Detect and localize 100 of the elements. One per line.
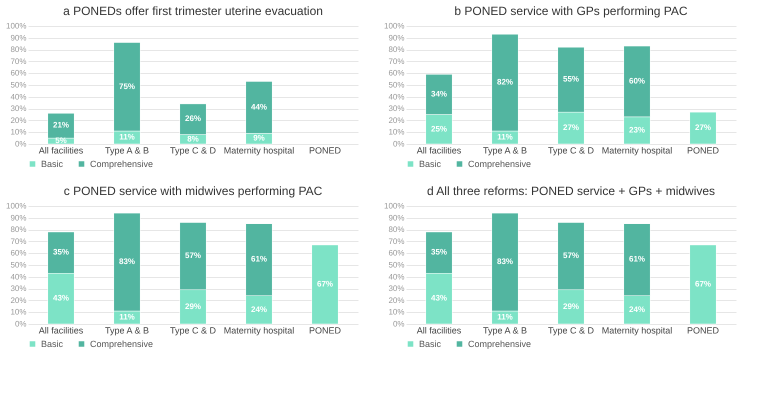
x-tick-label: Type A & B — [104, 146, 150, 156]
x-tick-label: Maternity hospital — [224, 326, 294, 336]
data-label: 43% — [430, 294, 448, 303]
data-label: 43% — [52, 294, 70, 303]
y-tick-label: 20% — [10, 116, 26, 125]
data-label: 35% — [430, 248, 448, 257]
chart-title: a PONEDs offer first trimester uterine evacuation — [63, 4, 323, 18]
y-tick-label: 60% — [388, 248, 404, 258]
y-tick-label: 100% — [6, 22, 26, 30]
legend-label: Comprehensive — [90, 338, 154, 349]
y-tick-label: 0% — [14, 140, 26, 148]
data-label: 27% — [694, 123, 712, 132]
x-tick-label: Type A & B — [482, 146, 528, 156]
x-tick-label: Type C & D — [170, 326, 217, 336]
x-tick-label: Maternity hospital — [224, 146, 294, 156]
data-label: 34% — [430, 89, 448, 98]
data-label: 11% — [497, 132, 513, 142]
y-tick-label: 50% — [388, 260, 404, 270]
y-tick-label: 20% — [10, 296, 26, 305]
data-label: 57% — [184, 251, 202, 260]
x-tick-label: All facilities — [38, 326, 84, 336]
x-tick-label: PONED — [686, 146, 720, 156]
data-label: 11% — [119, 312, 135, 322]
y-tick-label: 90% — [388, 213, 404, 222]
data-label: 29% — [562, 302, 580, 311]
data-label: 5% — [55, 136, 67, 146]
y-tick-label: 30% — [388, 284, 404, 294]
legend-label: Basic — [41, 158, 64, 169]
y-tick-label: 30% — [388, 104, 404, 114]
chart-title: d All three reforms: PONED service + GPs + midwives — [426, 184, 716, 198]
x-tick-label: All facilities — [416, 326, 462, 336]
y-tick-label: 50% — [10, 260, 26, 270]
y-tick-label: 70% — [10, 236, 26, 246]
y-tick-label: 10% — [388, 128, 404, 137]
y-tick-label: 40% — [388, 92, 404, 102]
legend-label: Basic — [419, 158, 442, 169]
y-tick-label: 60% — [10, 68, 26, 78]
data-label: 25% — [430, 124, 448, 134]
y-tick-label: 50% — [388, 80, 404, 90]
y-tick-label: 100% — [384, 22, 404, 30]
y-tick-label: 50% — [10, 80, 26, 90]
chart-title: c PONED service with midwives performing PAC — [64, 184, 323, 198]
y-tick-label: 40% — [10, 92, 26, 102]
data-label: 35% — [52, 248, 70, 257]
legend-label: Comprehensive — [90, 158, 154, 169]
data-label: 67% — [316, 279, 334, 288]
data-label: 60% — [628, 76, 646, 86]
data-label: 61% — [628, 254, 646, 264]
y-tick-label: 10% — [10, 308, 26, 317]
y-tick-label: 70% — [388, 236, 404, 246]
data-label: 24% — [250, 304, 268, 314]
data-label: 27% — [562, 123, 580, 132]
y-tick-label: 80% — [388, 45, 404, 54]
y-tick-label: 20% — [388, 116, 404, 125]
y-tick-label: 60% — [10, 248, 26, 258]
y-tick-label: 30% — [10, 284, 26, 294]
data-label: 44% — [250, 102, 268, 112]
x-tick-label: PONED — [308, 146, 342, 156]
data-label: 23% — [628, 125, 646, 134]
x-tick-label: Type C & D — [548, 326, 595, 336]
x-tick-label: Maternity hospital — [602, 326, 672, 336]
y-tick-label: 100% — [6, 202, 26, 210]
legend-label: Basic — [419, 338, 442, 349]
y-tick-label: 0% — [392, 140, 404, 148]
y-tick-label: 90% — [10, 213, 26, 222]
legend-label: Comprehensive — [468, 158, 532, 169]
data-label: 83% — [496, 257, 514, 266]
data-label: 67% — [694, 279, 712, 288]
x-tick-label: All facilities — [38, 146, 84, 156]
y-tick-label: 90% — [10, 33, 26, 42]
y-tick-label: 0% — [392, 320, 404, 328]
y-tick-label: 80% — [388, 225, 404, 234]
chart-title: b PONED service with GPs performing PAC — [454, 4, 688, 18]
legend-label: Basic — [41, 338, 64, 349]
data-label: 83% — [118, 257, 136, 266]
data-label: 24% — [628, 304, 646, 314]
data-label: 21% — [52, 120, 70, 130]
data-label: 82% — [496, 78, 514, 87]
data-label: 57% — [562, 251, 580, 260]
bar — [312, 244, 338, 324]
x-tick-label: Type C & D — [548, 146, 595, 156]
y-tick-label: 20% — [388, 296, 404, 305]
y-tick-label: 80% — [10, 45, 26, 54]
x-tick-label: Type C & D — [170, 146, 217, 156]
data-label: 75% — [118, 82, 136, 91]
y-tick-label: 30% — [10, 104, 26, 114]
x-tick-label: PONED — [686, 326, 720, 336]
y-tick-label: 100% — [384, 202, 404, 210]
y-tick-label: 0% — [14, 320, 26, 328]
data-label: 11% — [119, 132, 135, 142]
bar — [690, 112, 716, 144]
y-tick-label: 40% — [10, 272, 26, 282]
y-tick-label: 80% — [10, 225, 26, 234]
y-tick-label: 70% — [388, 56, 404, 66]
data-label: 26% — [184, 114, 202, 124]
y-tick-label: 90% — [388, 33, 404, 42]
x-tick-label: Type A & B — [104, 326, 150, 336]
y-tick-label: 10% — [10, 128, 26, 137]
x-tick-label: Maternity hospital — [602, 146, 672, 156]
legend-label: Comprehensive — [468, 338, 532, 349]
